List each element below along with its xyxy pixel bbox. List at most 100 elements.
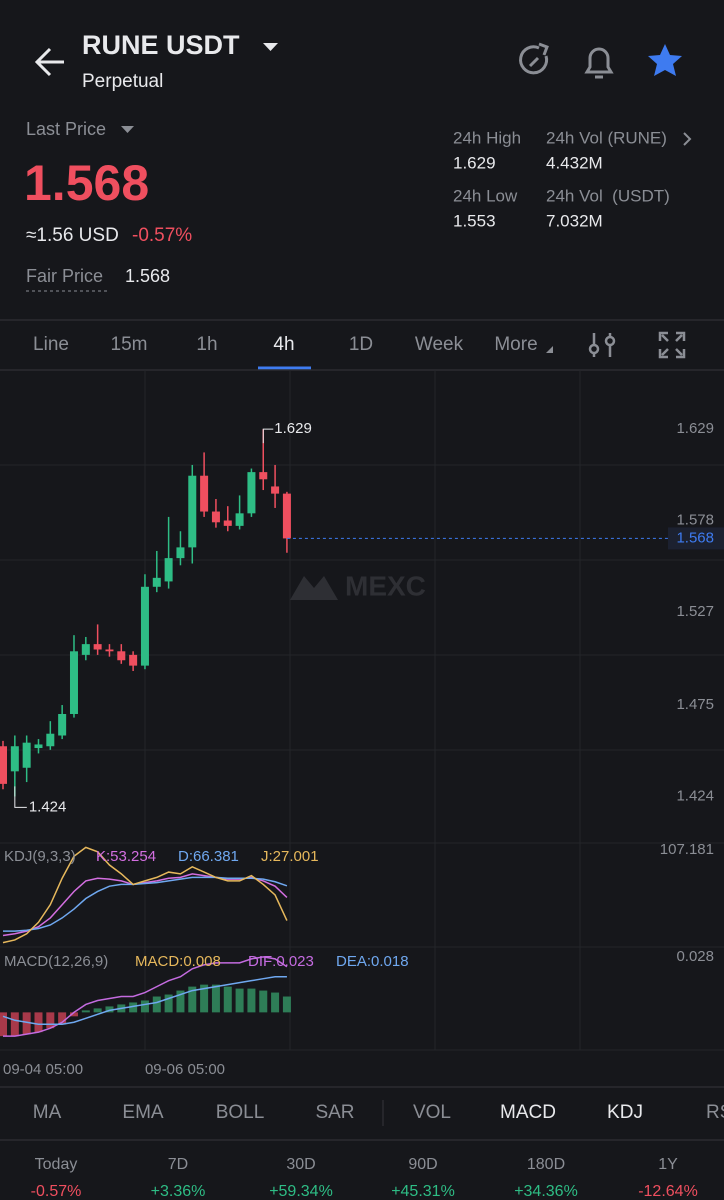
histogram-bar [271,992,280,1013]
period-change: +34.36% [514,1183,578,1200]
indicator-line [2,873,288,937]
legend-entry: J:27.001 [261,848,319,865]
indicator-tab[interactable]: RS [706,1102,724,1123]
histogram-bar [22,1012,31,1035]
indicator-tab-active[interactable]: MACD [500,1102,556,1123]
dropdown-caret [121,126,134,133]
indicator-tab-active[interactable]: KDJ [607,1102,643,1123]
histogram-bar [93,1008,102,1013]
fullscreen-icon[interactable] [658,331,686,359]
histogram-bar [259,990,268,1013]
indicator-line [3,956,288,1037]
candle-body [282,493,291,539]
period-change: +3.36% [151,1183,206,1200]
annotation-leader [262,428,274,444]
fair-price: 1.568 [125,266,170,286]
candle-body [10,746,19,772]
candle-body [0,746,7,784]
candle-body [58,714,67,736]
high-annotation: 1.629 [274,420,312,437]
indicator-line [2,975,287,1025]
indicator-line [2,846,288,944]
histogram-bar [235,988,244,1013]
fair-price-label[interactable]: Fair Price [26,266,103,286]
watermark: MEXC [345,570,426,601]
histogram-bar [105,1006,114,1013]
last-price-label[interactable]: Last Price [26,119,106,139]
candle-body [271,486,280,494]
candle-body [223,520,232,526]
candle-body [200,475,209,512]
candle-body [22,742,31,768]
y-tick-label: 1.527 [676,603,714,620]
histogram-bar [247,988,256,1013]
candle-body [46,733,55,747]
chevron[interactable] [683,132,692,146]
interval-tab[interactable]: 15m [111,334,148,355]
candle-body [247,472,256,514]
y-tick-label: 1.578 [676,511,714,528]
chart-grid [0,370,724,1051]
indicator-tab[interactable]: BOLL [216,1102,265,1123]
stat-value: 7.032M [546,211,603,230]
histogram-bar [81,1010,90,1013]
period-label: 180D [527,1156,565,1173]
price-change: -0.57% [132,225,192,246]
candle-body [259,472,268,480]
histogram-bar [176,990,185,1013]
pair-dropdown[interactable] [263,43,278,51]
candle-body [152,577,161,587]
contract-type: Perpetual [82,71,163,92]
candle-body [117,651,126,661]
pair-title[interactable]: RUNE USDT [82,30,240,60]
refresh-icon[interactable] [519,42,549,75]
back-button[interactable] [34,47,64,77]
candle-body [93,644,102,650]
interval-tab[interactable]: Line [33,334,69,355]
stat-label: 24h Vol (RUNE) [546,128,667,147]
period-change: +45.31% [391,1183,455,1200]
interval-tab[interactable]: Week [415,334,464,355]
candle-body [176,547,185,559]
period-change: +59.34% [269,1183,333,1200]
x-tick-label: 09-04 05:00 [3,1061,83,1078]
indicator-line [3,876,288,932]
histogram-bar [46,1012,55,1029]
histogram-bar [129,1002,138,1013]
indicator-tab[interactable]: MA [33,1102,62,1123]
interval-tab[interactable]: 1D [349,334,373,355]
stat-label: 24h High [453,128,521,147]
period-label: 90D [408,1156,437,1173]
interval-tab[interactable]: 1h [196,334,217,355]
alert-icon[interactable] [584,47,614,79]
y-tick-label: 0.028 [676,948,714,965]
histogram-bar [223,986,232,1013]
favorite-icon[interactable] [648,44,682,76]
indicator-tab[interactable]: VOL [413,1102,451,1123]
last-price: 1.568 [24,155,149,211]
stat-value: 1.629 [453,153,496,172]
interval-tab[interactable]: More [494,334,537,355]
indicator-tab[interactable]: EMA [122,1102,164,1123]
period-label: 7D [168,1156,188,1173]
histogram-bar [34,1012,43,1033]
candle-body [81,644,90,655]
candle-body [211,511,220,523]
histogram-bar [58,1012,67,1025]
histogram-bar [164,994,173,1013]
settings-icon[interactable] [588,333,616,357]
stat-label: 24h Low [453,186,518,205]
histogram-bar [282,996,291,1013]
candle-body [188,475,197,548]
indicator-tab[interactable]: SAR [315,1102,354,1123]
interval-tab-active[interactable]: 4h [273,334,294,355]
legend-entry: K:53.254 [96,848,156,865]
histogram-bar [152,996,161,1013]
x-tick-label: 09-06 05:00 [145,1061,225,1078]
period-label: 30D [286,1156,315,1173]
candle-body [69,651,78,714]
candle-body [140,586,149,666]
y-tick-label: 1.424 [676,787,714,804]
legend-entry: D:66.381 [178,848,239,865]
